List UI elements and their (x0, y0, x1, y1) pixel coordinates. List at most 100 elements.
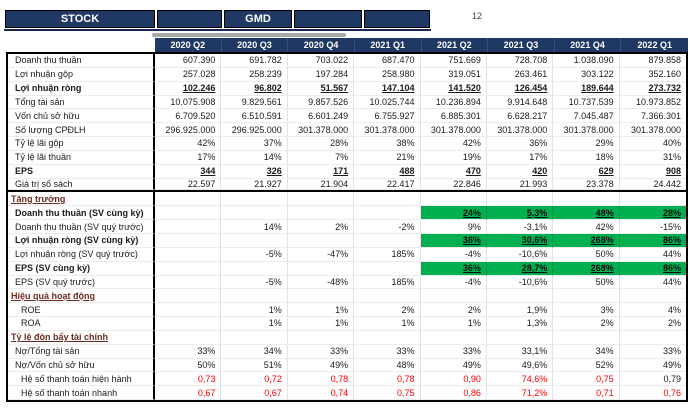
cell-value[interactable]: 10.973.852 (619, 96, 686, 110)
cell-value[interactable]: 6.510.591 (221, 109, 288, 124)
cell-value[interactable]: 2% (553, 317, 620, 331)
cell-value[interactable] (619, 289, 686, 304)
cell-value[interactable]: 7.045.487 (553, 109, 620, 124)
cell-value[interactable]: 6.885.301 (420, 109, 487, 124)
cell-value[interactable]: 0,76 (619, 386, 686, 401)
cell-value[interactable]: 28% (619, 206, 686, 221)
row-label[interactable]: Tổng tài sản (8, 95, 155, 110)
cell-value[interactable]: 42% (553, 220, 620, 234)
cell-value[interactable] (486, 289, 554, 304)
cell-value[interactable]: -10,6% (486, 275, 554, 290)
cell-value[interactable] (155, 289, 222, 304)
cell-value[interactable]: 301.378.000 (420, 123, 487, 138)
cell-value[interactable]: 1% (221, 303, 288, 318)
cell-value[interactable]: 19% (420, 150, 487, 165)
cell-value[interactable]: 2% (354, 303, 421, 318)
cell-value[interactable]: 1% (221, 317, 288, 331)
cell-value[interactable]: 691.782 (221, 54, 288, 68)
cell-value[interactable]: 86% (619, 261, 686, 276)
cell-value[interactable] (221, 261, 288, 276)
cell-value[interactable]: 141.520 (420, 81, 487, 96)
cell-value[interactable]: 33% (420, 344, 487, 359)
cell-value[interactable]: 0,75 (354, 386, 421, 401)
cell-value[interactable]: 7.366.301 (619, 109, 686, 124)
cell-value[interactable] (354, 192, 421, 207)
cell-value[interactable] (221, 233, 288, 248)
row-label[interactable]: Doanh thu thuần (SV cùng kỳ) (8, 206, 155, 221)
cell-value[interactable]: 51% (221, 358, 288, 373)
cell-value[interactable]: 0,86 (420, 386, 487, 401)
cell-value[interactable] (420, 330, 487, 345)
section-label[interactable]: Tỷ lệ đòn bẩy tài chính (8, 330, 155, 345)
cell-value[interactable]: 42% (155, 137, 222, 151)
cell-value[interactable]: 30,6% (486, 233, 554, 248)
cell-value[interactable]: 21.993 (486, 178, 554, 191)
cell-value[interactable]: 36% (486, 137, 554, 151)
cell-value[interactable]: 74,6% (486, 372, 554, 387)
cell-value[interactable]: 258.239 (221, 67, 288, 82)
cell-value[interactable] (287, 261, 355, 276)
cell-value[interactable] (221, 289, 288, 304)
cell-value[interactable]: 14% (221, 150, 288, 165)
row-label[interactable]: Nợ/Tổng tài sản (8, 344, 155, 359)
cell-value[interactable] (354, 330, 421, 345)
cell-value[interactable]: 420 (486, 164, 554, 179)
cell-value[interactable]: 9.914.648 (486, 95, 554, 110)
cell-value[interactable]: 9.857.526 (287, 95, 355, 110)
cell-value[interactable]: 51.567 (287, 81, 355, 96)
row-label[interactable]: Lợi nhuận gộp (8, 67, 155, 82)
row-label[interactable]: Tỷ lệ lãi thuần (8, 150, 155, 165)
cell-value[interactable] (155, 206, 222, 221)
stock-label-cell[interactable]: STOCK (5, 10, 155, 28)
cell-value[interactable] (354, 261, 421, 276)
cell-value[interactable]: 44% (619, 248, 686, 262)
cell-value[interactable]: 17% (155, 150, 222, 165)
row-label[interactable]: Doanh thu thuần (8, 54, 155, 68)
cell-value[interactable]: 50% (155, 358, 222, 373)
cell-value[interactable]: -15% (619, 220, 686, 234)
cell-value[interactable]: 0,79 (619, 372, 686, 387)
cell-value[interactable]: 2% (619, 317, 686, 331)
cell-value[interactable]: 48% (553, 206, 620, 221)
cell-value[interactable]: 49% (287, 358, 355, 373)
cell-value[interactable]: 28% (287, 137, 355, 151)
cell-value[interactable]: 728.708 (486, 54, 554, 68)
cell-value[interactable]: 33,1% (486, 344, 554, 359)
cell-value[interactable]: 17% (486, 150, 554, 165)
cell-value[interactable]: -4% (420, 275, 487, 290)
cell-value[interactable]: -3,1% (486, 220, 554, 234)
column-header-2020-q3[interactable]: 2020 Q3 (222, 38, 289, 52)
cell-value[interactable]: 33% (354, 344, 421, 359)
cell-value[interactable] (553, 192, 620, 207)
cell-value[interactable]: 470 (420, 164, 487, 179)
cell-value[interactable]: -5% (221, 275, 288, 290)
cell-value[interactable]: 301.378.000 (619, 123, 686, 138)
cell-value[interactable]: 50% (553, 247, 620, 262)
cell-value[interactable]: 7% (287, 150, 355, 165)
cell-value[interactable]: 1.038.090 (553, 54, 620, 68)
cell-value[interactable]: 6.709.520 (155, 109, 222, 124)
cell-value[interactable]: 1% (354, 317, 421, 331)
cell-value[interactable] (486, 330, 554, 345)
cell-value[interactable]: -10,6% (486, 247, 554, 262)
cell-value[interactable]: 6.628.217 (486, 109, 554, 124)
cell-value[interactable]: -2% (354, 220, 421, 234)
cell-value[interactable]: 34% (221, 344, 288, 359)
cell-value[interactable]: 21% (354, 150, 421, 165)
cell-value[interactable]: 258.980 (354, 67, 421, 82)
cell-value[interactable]: 185% (354, 275, 421, 290)
cell-value[interactable]: 38% (354, 137, 421, 151)
cell-value[interactable]: 22.597 (155, 178, 222, 191)
cell-value[interactable]: 21.904 (287, 178, 355, 191)
cell-value[interactable]: 33% (619, 345, 686, 359)
cell-value[interactable]: 40% (619, 137, 686, 151)
cell-value[interactable] (155, 330, 222, 345)
column-header-2021-q4[interactable]: 2021 Q4 (555, 38, 622, 52)
cell-value[interactable]: 197.284 (287, 67, 355, 82)
cell-value[interactable]: 0,67 (221, 386, 288, 401)
cell-value[interactable]: 34% (553, 344, 620, 359)
cell-value[interactable] (287, 233, 355, 248)
row-label[interactable]: Doanh thu thuần (SV quý trước) (8, 220, 155, 234)
cell-value[interactable] (619, 331, 686, 345)
strip-empty-cell-3[interactable] (364, 10, 430, 28)
